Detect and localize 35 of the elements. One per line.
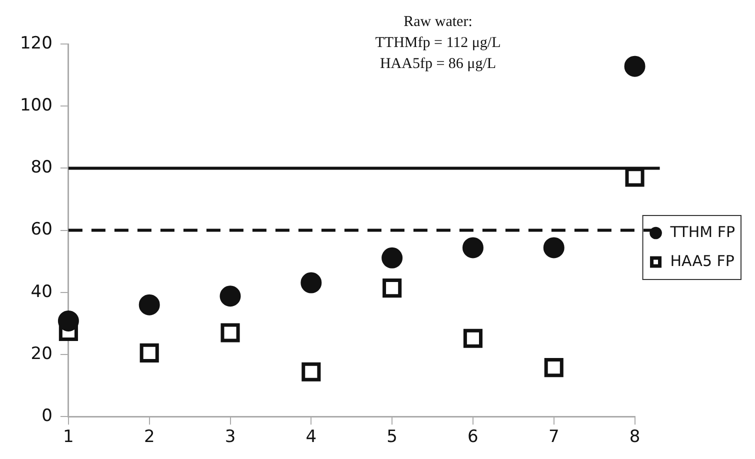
- point: [462, 237, 484, 258]
- x-tick-label: 1: [63, 427, 74, 448]
- legend-label: TTHM FP: [669, 222, 736, 241]
- y-tick-label: 20: [30, 344, 52, 364]
- point: [220, 286, 241, 307]
- point: [625, 168, 644, 187]
- y-tick-label: 0: [42, 406, 52, 426]
- x-tick-label: 3: [224, 427, 236, 448]
- annotation: HAA5fp = 86 μg/L: [380, 56, 496, 72]
- text: Raw water:: [404, 14, 472, 30]
- point: [300, 272, 322, 294]
- point: [302, 362, 321, 382]
- point: [624, 56, 646, 77]
- y-tick-label: 60: [30, 220, 52, 240]
- x-tick-label: 4: [306, 427, 317, 448]
- x-tick-label: 5: [386, 427, 398, 448]
- x-tick-label: 7: [548, 427, 560, 448]
- point: [58, 310, 79, 332]
- y-tick-label: 80: [30, 158, 52, 178]
- x-tick-label: 6: [468, 427, 478, 448]
- point: [544, 358, 564, 378]
- x-tick-label: 2: [144, 427, 155, 448]
- y-tick-label: 40: [30, 282, 52, 302]
- x-tick-label: 8: [629, 427, 640, 448]
- point: [382, 278, 402, 298]
- point: [140, 343, 159, 362]
- point: [382, 247, 403, 268]
- y-tick-label: 100: [20, 96, 52, 116]
- y-tick-label: 120: [20, 33, 52, 54]
- legend-label: HAA5 FP: [670, 252, 734, 270]
- point: [543, 237, 564, 258]
- point: [463, 328, 482, 348]
- point: [138, 294, 160, 316]
- point: [220, 323, 240, 342]
- annotation: TTHMfp = 112 μg/L: [375, 34, 501, 51]
